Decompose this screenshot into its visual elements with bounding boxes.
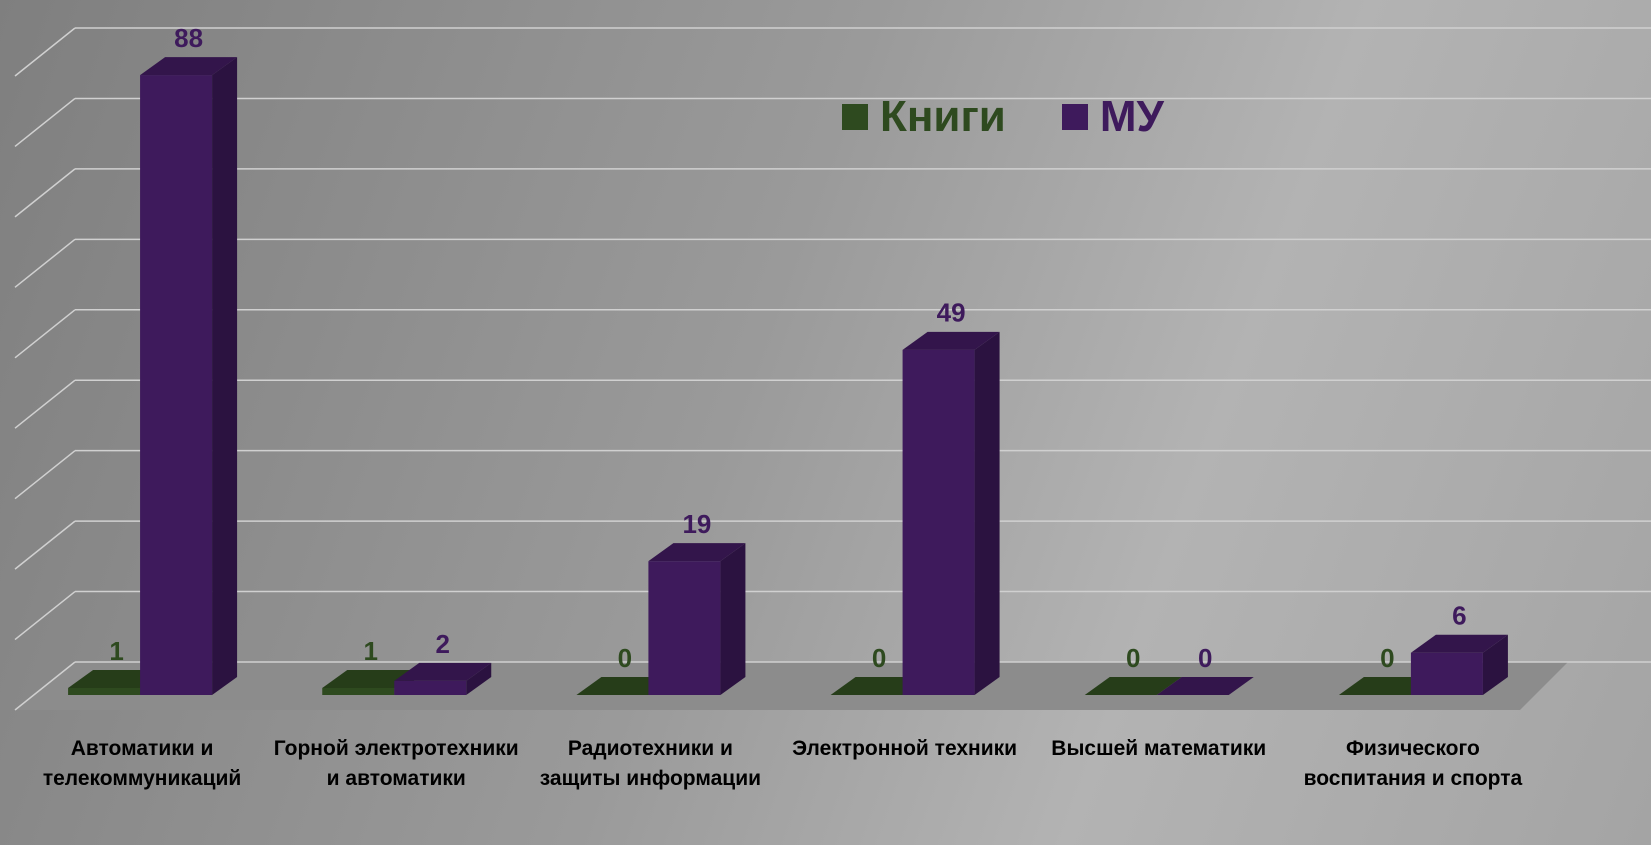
bar-side	[1482, 634, 1508, 695]
grid-line-side	[14, 450, 76, 500]
data-label: 19	[682, 509, 711, 539]
x-tick-label: Радиотехники и защиты информации	[539, 737, 762, 790]
bar-top	[1156, 677, 1254, 695]
grid-line-side	[14, 590, 76, 641]
bar	[902, 331, 1000, 695]
data-label: 49	[937, 298, 966, 328]
bar	[648, 543, 746, 695]
bar-top	[1410, 634, 1508, 653]
bar-side	[212, 57, 238, 696]
bar-top	[394, 662, 492, 681]
legend-swatch	[1061, 104, 1088, 130]
data-label: 0	[618, 643, 632, 673]
bar	[394, 662, 492, 695]
bar-front	[140, 75, 213, 696]
grid-line-side	[14, 168, 76, 218]
bar-front	[322, 687, 395, 695]
bar-front	[394, 680, 467, 695]
data-label: 88	[174, 23, 203, 53]
bar	[1410, 634, 1508, 695]
bar-top	[902, 331, 1000, 350]
legend-swatch	[842, 104, 868, 130]
data-label: 1	[364, 636, 378, 666]
bar-top	[140, 57, 238, 76]
data-label: 0	[872, 643, 886, 673]
data-label: 1	[109, 636, 123, 666]
bar	[140, 57, 238, 696]
data-label: 0	[1126, 643, 1140, 673]
bar-side	[974, 331, 1000, 695]
bar-side	[720, 543, 746, 695]
bar-top	[648, 543, 746, 562]
bar	[1156, 677, 1254, 695]
x-tick-label: Высшей математики	[1051, 737, 1267, 760]
grid-line-side	[14, 661, 76, 711]
x-tick-label: Электронной техники	[792, 737, 1018, 760]
bar-front	[902, 349, 975, 695]
grid-line-side	[14, 97, 76, 148]
x-tick-label: Автоматики и телекоммуникаций	[42, 737, 242, 790]
floor	[15, 662, 1568, 710]
legend-item: МУ	[1061, 92, 1164, 142]
grid-line-side	[14, 379, 76, 429]
bar-front	[648, 561, 721, 695]
grid-line-side	[14, 520, 76, 570]
bar-side	[466, 662, 492, 695]
grid-line-side	[14, 27, 76, 77]
bar-top	[1084, 677, 1182, 695]
x-tick-label: Горной электротехники и автоматики	[273, 737, 519, 790]
bar	[1084, 677, 1182, 695]
data-label: 0	[1198, 643, 1212, 673]
x-tick-label: Физического воспитания и спорта	[1303, 737, 1523, 790]
grid-line-side	[14, 309, 76, 359]
bar-front	[68, 687, 141, 695]
legend-item: Книги	[842, 92, 1006, 142]
data-label: 2	[436, 629, 450, 659]
legend-label: МУ	[1099, 92, 1164, 141]
legend: Книги МУ	[842, 92, 1164, 142]
data-label: 0	[1380, 643, 1394, 673]
bar-front	[1410, 652, 1483, 695]
grid-line-side	[14, 238, 76, 288]
legend-label: Книги	[880, 92, 1006, 141]
data-label: 6	[1452, 601, 1466, 631]
